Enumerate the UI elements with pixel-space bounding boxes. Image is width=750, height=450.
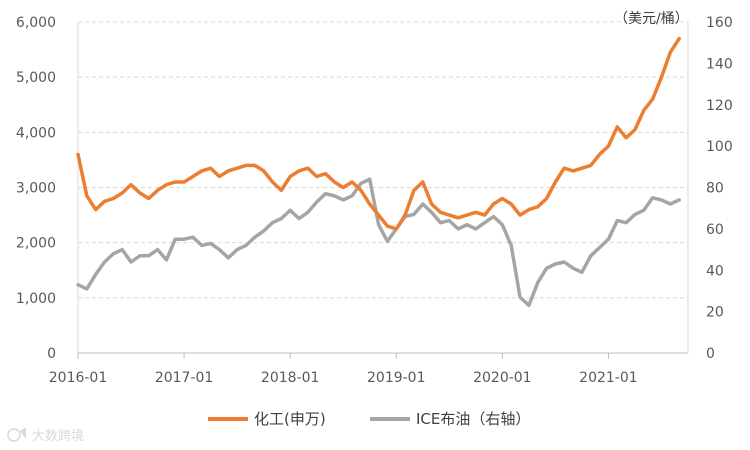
x-tick-label: 2020-01 — [473, 370, 532, 386]
y-right-tick-label: 0 — [706, 346, 715, 362]
watermark: 大数跨境 — [7, 427, 84, 444]
x-tick-label: 2019-01 — [367, 370, 426, 386]
legend-label-0: 化工(申万) — [254, 410, 326, 428]
y-right-tick-label: 100 — [706, 139, 733, 155]
y-left-tick-label: 4,000 — [16, 125, 56, 141]
y-right-tick-label: 40 — [706, 263, 724, 279]
y-right-tick-label: 140 — [706, 56, 733, 72]
y-right-tick-label: 160 — [706, 15, 733, 31]
y-right-tick-label: 120 — [706, 98, 733, 114]
y-left-tick-label: 5,000 — [16, 70, 56, 86]
x-tick-label: 2017-01 — [155, 370, 214, 386]
y-left-tick-label: 1,000 — [16, 291, 56, 307]
x-tick-label: 2021-01 — [579, 370, 638, 386]
y-right-tick-label: 80 — [706, 181, 724, 197]
y-left-tick-label: 0 — [47, 346, 56, 362]
legend: 化工(申万) ICE布油（右轴） — [208, 410, 530, 428]
legend-label-1: ICE布油（右轴） — [416, 410, 530, 428]
watermark-logo-icon — [7, 427, 26, 442]
watermark-text: 大数跨境 — [32, 429, 84, 444]
right-axis-unit-label: （美元/桶） — [614, 11, 689, 27]
axes — [77, 22, 689, 359]
y-right-tick-label: 60 — [706, 222, 724, 238]
y-left-tick-label: 3,000 — [16, 181, 56, 197]
series-line-0 — [76, 36, 681, 231]
y-right-tick-label: 20 — [706, 305, 724, 321]
x-tick-label: 2016-01 — [49, 370, 108, 386]
gridlines — [78, 21, 688, 299]
tick-labels: 0 1,000 2,000 3,000 4,000 5,000 6,000 0 20 40 60 80… — [16, 15, 733, 386]
series-layer — [76, 36, 681, 308]
series-line-1 — [76, 177, 681, 308]
y-left-tick-label: 6,000 — [16, 15, 56, 31]
y-left-tick-label: 2,000 — [16, 236, 56, 252]
x-tick-label: 2018-01 — [261, 370, 320, 386]
